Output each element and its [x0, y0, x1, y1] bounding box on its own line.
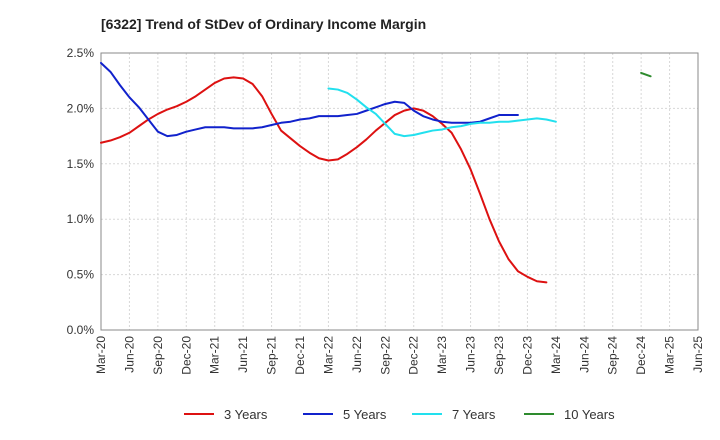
x-tick-label: Sep-21 [265, 336, 279, 375]
legend: 3 Years 5 Years 7 Years 10 Years [184, 407, 615, 422]
legend-label: 10 Years [564, 407, 615, 422]
x-tick-label: Mar-23 [435, 336, 449, 374]
x-tick-label: Mar-22 [321, 336, 335, 374]
y-tick-label: 0.0% [67, 323, 95, 337]
series-line-4 [640, 71, 652, 78]
y-tick-label: 1.5% [67, 157, 95, 171]
y-tick-label: 2.0% [67, 101, 95, 115]
x-tick-label: Jun-20 [122, 336, 136, 373]
x-tick-label: Jun-25 [691, 336, 705, 373]
chart-title: [6322] Trend of StDev of Ordinary Income… [101, 16, 426, 32]
x-tick-label: Sep-24 [606, 336, 620, 375]
y-tick-label: 2.5% [67, 46, 95, 60]
x-tick-label: Sep-23 [492, 336, 506, 375]
x-tick-label: Jun-22 [350, 336, 364, 373]
x-tick-label: Jun-24 [577, 336, 591, 373]
x-tick-label: Dec-21 [293, 336, 307, 375]
legend-label: 3 Years [224, 407, 268, 422]
legend-label: 7 Years [452, 407, 496, 422]
x-tick-label: Mar-21 [208, 336, 222, 374]
series-line-2 [100, 61, 519, 138]
y-tick-label: 1.0% [67, 212, 95, 226]
x-tick-label: Jun-21 [236, 336, 250, 373]
x-tick-label: Mar-24 [549, 336, 563, 374]
x-tick-label: Dec-23 [520, 336, 534, 375]
x-axis-ticks: Mar-20 Jun-20 Sep-20 Dec-20 Mar-21 Jun-21 Sep-… [94, 336, 705, 375]
series-lines [100, 61, 652, 284]
series-line-3 [327, 87, 557, 138]
x-tick-label: Mar-25 [663, 336, 677, 374]
x-tick-label: Dec-24 [634, 336, 648, 375]
x-tick-label: Jun-23 [464, 336, 478, 373]
x-tick-label: Sep-20 [151, 336, 165, 375]
y-axis-ticks: 0.0% 0.5% 1.0% 1.5% 2.0% 2.5% [67, 46, 95, 337]
x-tick-label: Mar-20 [94, 336, 108, 374]
grid-lines [101, 52, 698, 331]
plot-area [100, 52, 699, 331]
legend-label: 5 Years [343, 407, 387, 422]
series-line-1 [100, 76, 548, 284]
x-tick-label: Sep-22 [378, 336, 392, 375]
x-tick-label: Dec-22 [407, 336, 421, 375]
y-tick-label: 0.5% [67, 268, 95, 282]
x-tick-label: Dec-20 [179, 336, 193, 375]
